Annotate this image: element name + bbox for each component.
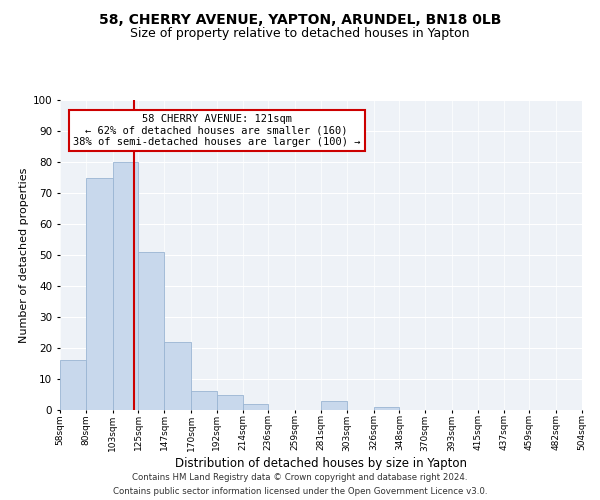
Bar [60,360,86,410]
Text: Contains public sector information licensed under the Open Government Licence v3: Contains public sector information licen… [113,486,487,496]
Bar [191,392,217,410]
Text: Contains HM Land Registry data © Crown copyright and database right 2024.: Contains HM Land Registry data © Crown c… [132,473,468,482]
Bar [321,400,347,410]
Y-axis label: Number of detached properties: Number of detached properties [19,168,29,342]
Bar [86,178,113,410]
Bar [217,394,242,410]
X-axis label: Distribution of detached houses by size in Yapton: Distribution of detached houses by size … [175,458,467,470]
Text: Size of property relative to detached houses in Yapton: Size of property relative to detached ho… [130,28,470,40]
Bar [139,252,164,410]
Bar [113,162,139,410]
Bar [242,404,268,410]
Bar [164,342,191,410]
Bar [374,407,400,410]
Text: 58, CHERRY AVENUE, YAPTON, ARUNDEL, BN18 0LB: 58, CHERRY AVENUE, YAPTON, ARUNDEL, BN18… [99,12,501,26]
Text: 58 CHERRY AVENUE: 121sqm
← 62% of detached houses are smaller (160)
38% of semi-: 58 CHERRY AVENUE: 121sqm ← 62% of detach… [73,114,361,147]
